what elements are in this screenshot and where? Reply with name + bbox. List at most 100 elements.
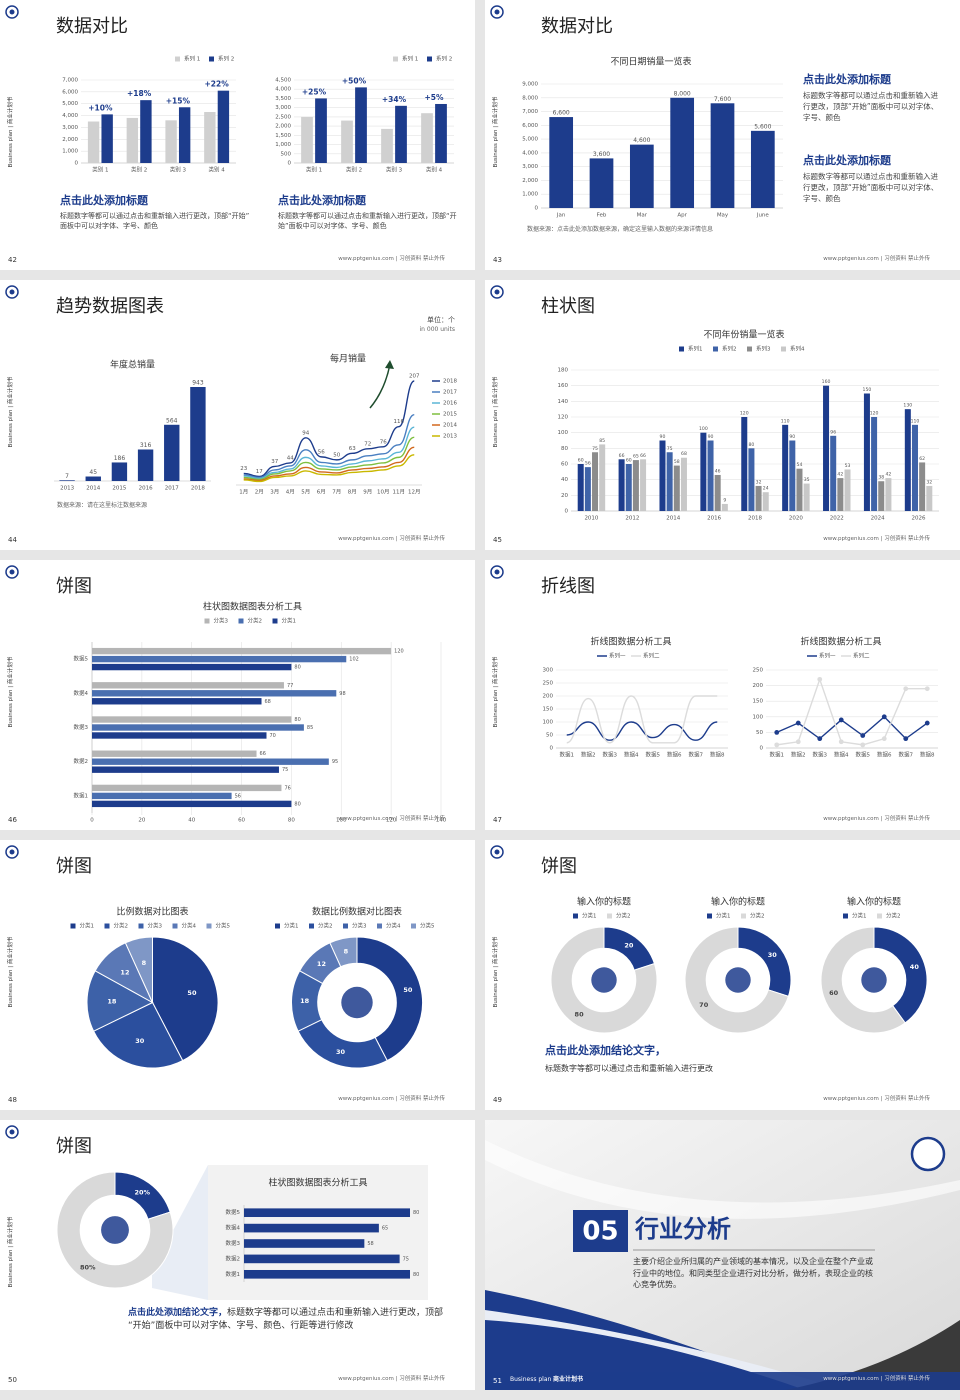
category-label: 数据2 xyxy=(581,751,596,759)
category-label: 2020 xyxy=(789,516,803,522)
value-label: 66 xyxy=(619,453,625,459)
value-label: 50 xyxy=(187,989,197,997)
category-label: 数据5 xyxy=(226,1208,241,1216)
legend-label: 分类1 xyxy=(852,912,867,920)
marker xyxy=(903,686,909,692)
chart-title: 折线图数据分析工具 xyxy=(590,636,671,648)
bar xyxy=(435,103,447,163)
logo-core xyxy=(494,289,500,295)
category-label: 2016 xyxy=(139,486,153,492)
footer-label: 商业计划书 xyxy=(553,1376,584,1383)
bar xyxy=(92,647,392,655)
heading: 点击此处添加标题 xyxy=(803,154,891,167)
category-label: 类别 4 xyxy=(209,166,226,174)
value-label: 37 xyxy=(271,459,278,465)
bar xyxy=(381,128,393,163)
marker xyxy=(924,686,930,692)
slide-title: 数据对比 xyxy=(56,16,128,37)
legend-swatch xyxy=(70,923,76,929)
value-label: 68 xyxy=(265,699,271,705)
legend-label: 分类1 xyxy=(284,922,299,930)
legend-label: 分类1 xyxy=(282,617,297,625)
slice xyxy=(92,1001,184,1069)
legend-swatch xyxy=(309,923,314,929)
legend-label: 系列3 xyxy=(756,345,771,353)
legend-swatch xyxy=(175,56,180,62)
slide: 20% 80% 柱状图数据图表分析工具 数据1 数据2 数据3 数据4 数据5 80 75 58 65… xyxy=(0,1120,475,1390)
text: 标题数字等都可以通过点击和重新输入进行更改，顶部“开始”面板中可以对字体、字号、… xyxy=(278,212,457,231)
value-label: 80 xyxy=(575,1010,585,1018)
value-label: 50 xyxy=(403,986,413,994)
category-label: 数据8 xyxy=(710,751,725,759)
heading: 点击此处添加标题 xyxy=(803,73,891,86)
bar xyxy=(244,1254,400,1264)
annotation: +18% xyxy=(127,89,152,98)
bar xyxy=(599,444,606,511)
category-label: 数据3 xyxy=(813,751,828,759)
page-number: 42 xyxy=(8,256,17,264)
legend-label: 2018 xyxy=(443,379,457,385)
category-label: 11月 xyxy=(393,489,406,496)
marker xyxy=(924,720,930,726)
page-number: 48 xyxy=(8,1096,17,1104)
value-label: 116 xyxy=(394,419,405,425)
legend-label: 系列 2 xyxy=(436,55,452,63)
text: 单位：个 xyxy=(427,316,455,324)
chart-title: 年度总销量 xyxy=(110,359,155,371)
slide: 不同日期销量一览表 0 1,000 2,000 3,000 4,000 5,000 6,000… xyxy=(485,0,960,270)
section-heading: 行业分析 xyxy=(635,1215,731,1243)
wave xyxy=(485,1310,845,1390)
category-label: 数据6 xyxy=(877,751,892,759)
legend-label: 分类1 xyxy=(582,912,597,920)
y-tick-label: 100 xyxy=(558,430,569,436)
bar xyxy=(190,387,206,481)
chart-title: 输入你的标题 xyxy=(577,896,631,908)
bar xyxy=(926,485,933,511)
bar xyxy=(830,435,837,511)
y-tick-label: 300 xyxy=(543,668,554,674)
trend-arrow xyxy=(369,363,391,409)
bar xyxy=(789,440,796,511)
donut-icon xyxy=(725,967,751,993)
bar xyxy=(165,120,177,163)
category-label: Feb xyxy=(597,213,607,219)
category-label: 6月 xyxy=(317,489,326,496)
value-label: 75 xyxy=(403,1256,409,1262)
legend-swatch xyxy=(138,923,144,929)
value-label: 7,600 xyxy=(714,96,731,103)
category-label: 数据4 xyxy=(624,751,639,759)
category-label: 2024 xyxy=(871,516,885,522)
bar xyxy=(796,468,803,511)
value-label: 564 xyxy=(166,417,178,424)
value-label: 20 xyxy=(624,942,634,950)
legend-swatch xyxy=(104,923,110,929)
bar xyxy=(140,100,152,163)
bar xyxy=(92,698,262,705)
legend-swatch xyxy=(204,618,210,624)
value-label: 77 xyxy=(287,683,293,689)
value-label: 85 xyxy=(599,438,605,444)
line xyxy=(243,380,415,478)
footer-bar xyxy=(485,1372,960,1390)
y-tick-label: 80 xyxy=(561,446,568,452)
legend-label: 分类2 xyxy=(114,922,129,930)
annotation: +50% xyxy=(342,76,367,85)
value-label: 56 xyxy=(585,461,591,467)
legend-swatch xyxy=(843,913,848,919)
side-label: Business plan | 商业计划书 xyxy=(8,376,15,448)
slide-title: 数据对比 xyxy=(541,16,613,37)
value-label: 72 xyxy=(364,441,371,447)
y-tick-label: 3,000 xyxy=(522,164,538,170)
value-label: 95 xyxy=(332,759,338,765)
category-label: 数据8 xyxy=(920,751,935,759)
value-label: 90 xyxy=(789,434,795,440)
legend-swatch xyxy=(707,913,712,919)
footer: www.pptgenius.com | 习创资料 禁止外传 xyxy=(338,536,445,542)
y-tick-label: 4,000 xyxy=(275,87,291,93)
y-tick-label: 200 xyxy=(543,694,554,700)
slice xyxy=(550,926,658,1034)
category-label: 类别 2 xyxy=(131,166,147,174)
legend-swatch xyxy=(411,923,416,929)
slide-title: 折线图 xyxy=(541,576,595,597)
slide-title: 柱状图 xyxy=(541,296,595,317)
